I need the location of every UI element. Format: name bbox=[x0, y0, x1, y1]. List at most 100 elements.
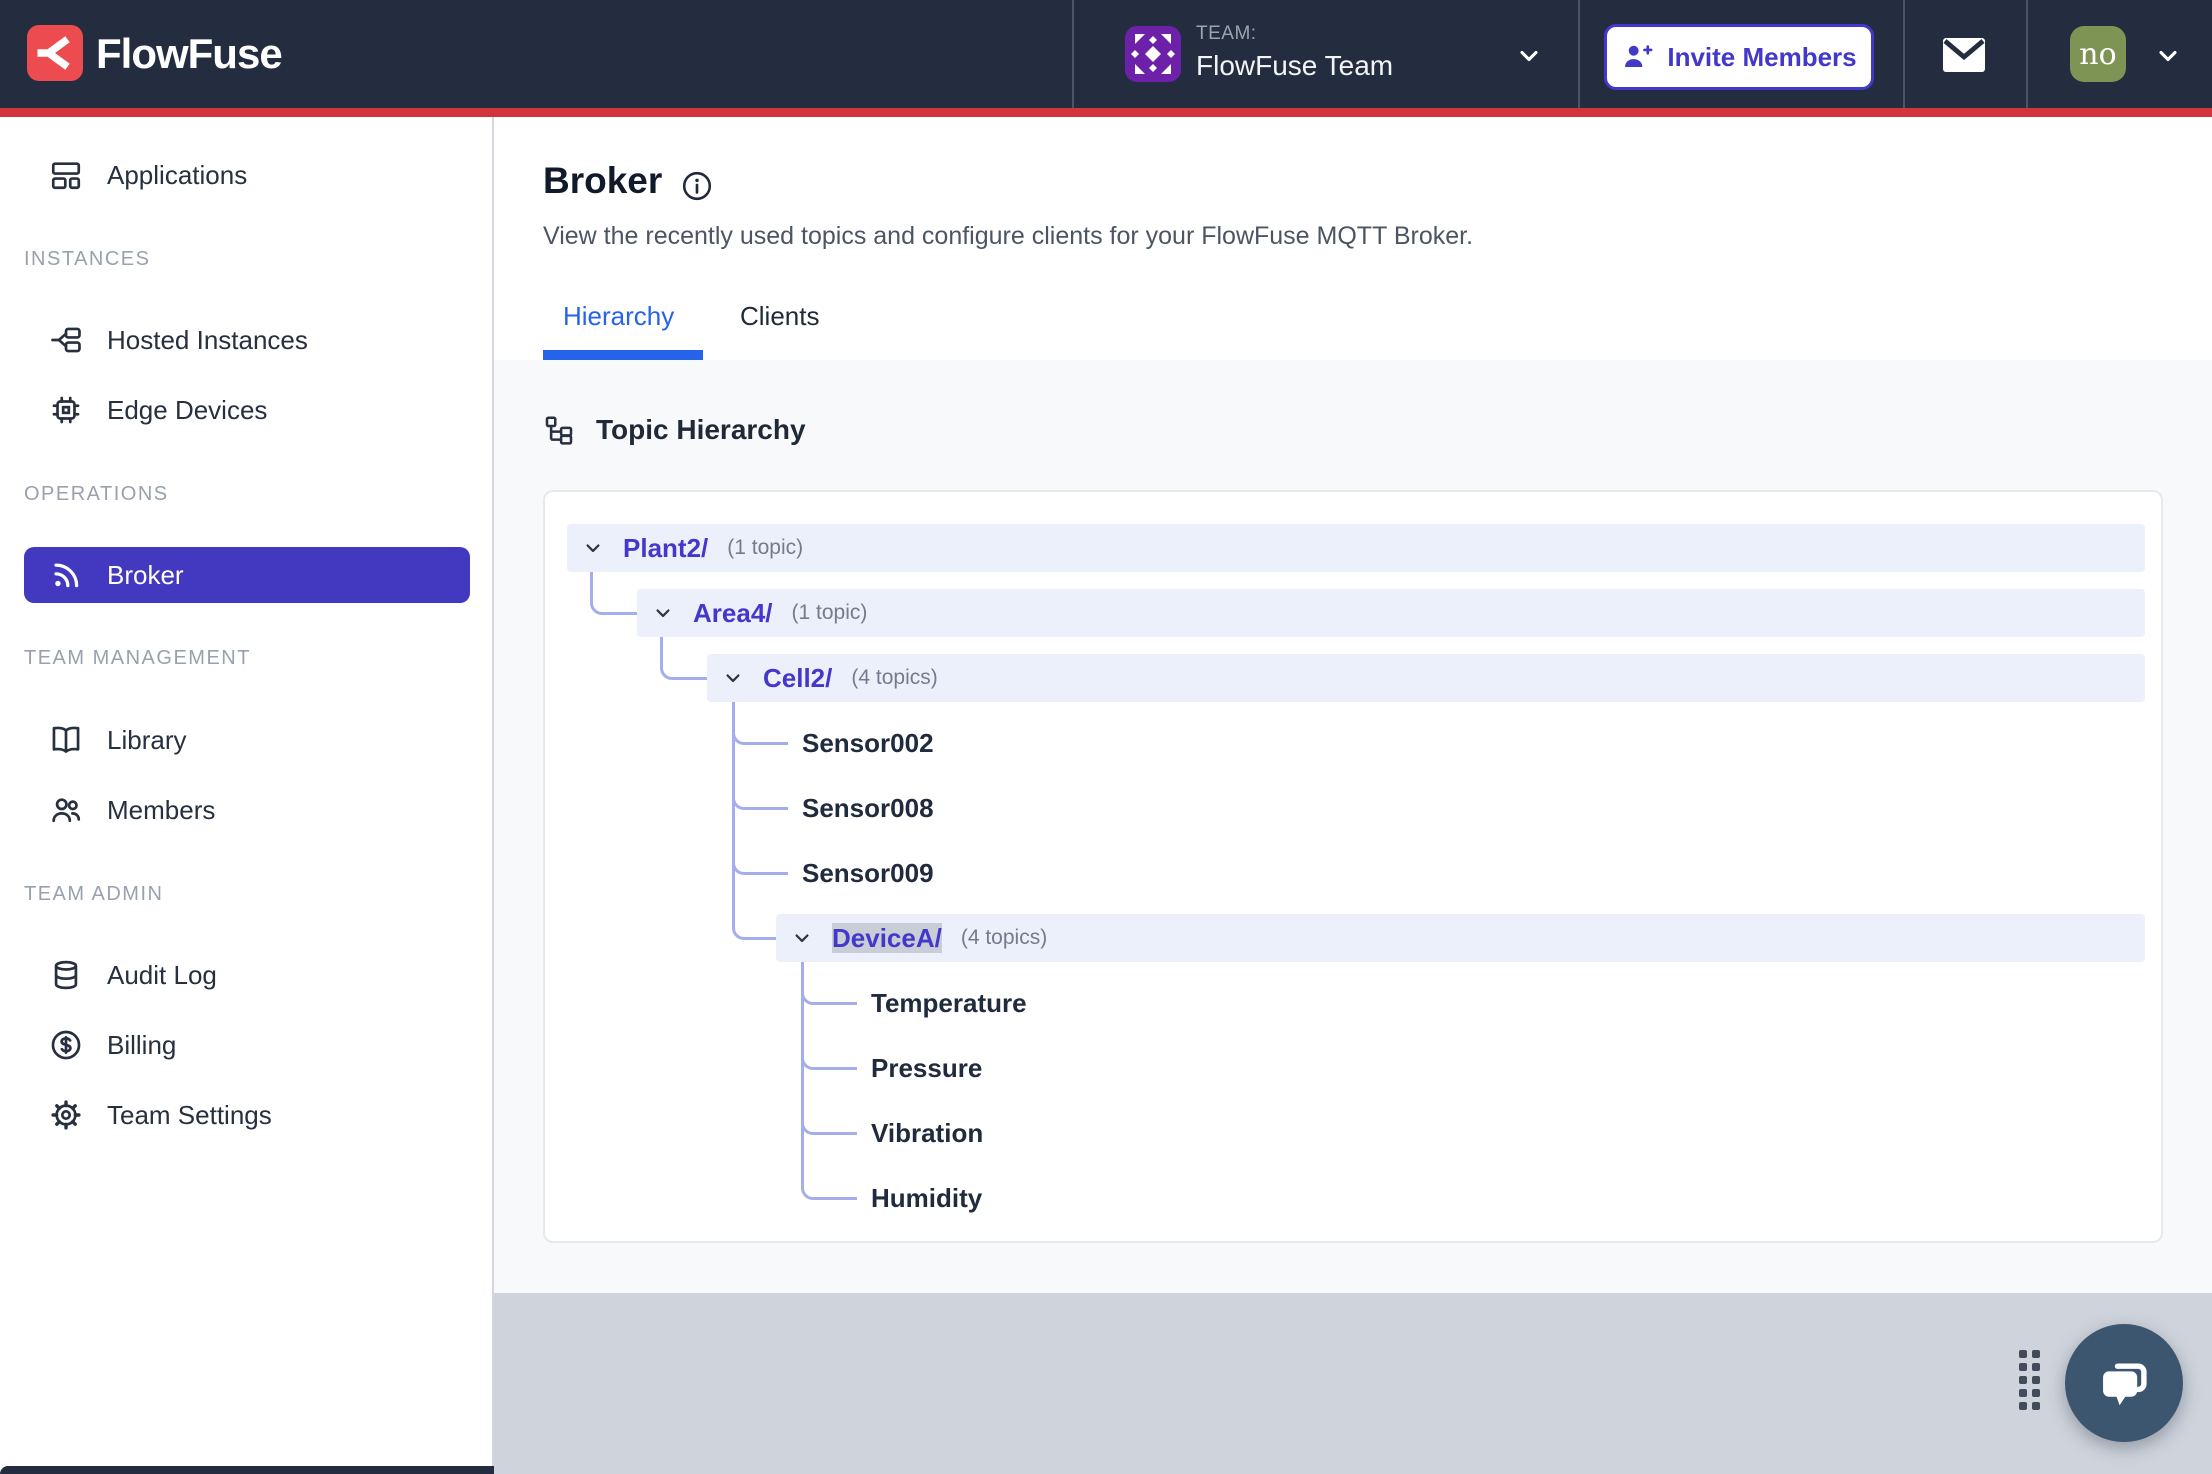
topic-name: Sensor008 bbox=[802, 792, 934, 823]
tree-connector bbox=[801, 962, 857, 1200]
panel-title: Topic Hierarchy bbox=[596, 414, 806, 445]
topic-hierarchy-card: Plant2/ (1 topic) Area4/ (1 topic) Cell2… bbox=[543, 490, 2163, 1243]
sidebar-item-label: Team Settings bbox=[107, 1099, 272, 1130]
tree-connector bbox=[660, 637, 707, 680]
topic-count: (1 topic) bbox=[791, 601, 868, 624]
tree-node-area4[interactable]: Area4/ (1 topic) bbox=[637, 589, 2145, 637]
info-icon[interactable] bbox=[681, 170, 713, 202]
user-avatar[interactable]: no bbox=[2070, 26, 2126, 82]
team-name[interactable]: FlowFuse Team bbox=[1196, 50, 1394, 81]
widget-drag-handle[interactable] bbox=[2019, 1350, 2045, 1416]
tree-node-plant2[interactable]: Plant2/ (1 topic) bbox=[567, 524, 2145, 572]
chevron-down-icon[interactable] bbox=[582, 537, 604, 559]
user-menu-chevron-down-icon[interactable] bbox=[2154, 42, 2182, 70]
invite-members-label: Invite Members bbox=[1667, 41, 1857, 72]
sidebar-section-operations: OPERATIONS bbox=[24, 483, 169, 505]
sidebar-item-label: Hosted Instances bbox=[107, 324, 308, 355]
topic-name: Sensor002 bbox=[802, 727, 934, 758]
sidebar-item-label: Library bbox=[107, 724, 187, 755]
sidebar-section-team-management: TEAM MANAGEMENT bbox=[24, 647, 251, 669]
tree-node-humidity[interactable]: Humidity bbox=[871, 1174, 982, 1222]
chevron-down-icon[interactable] bbox=[722, 667, 744, 689]
navbar-accent-line bbox=[0, 108, 2212, 117]
topic-count: (1 topic) bbox=[727, 536, 804, 559]
topic-name: Pressure bbox=[871, 1052, 983, 1083]
sidebar-item-team-settings[interactable]: Team Settings bbox=[24, 1087, 470, 1143]
chat-bubbles-icon bbox=[2103, 1363, 2147, 1406]
topic-name: DeviceA/ bbox=[832, 922, 942, 954]
page-description: View the recently used topics and config… bbox=[543, 222, 1474, 250]
sidebar-item-members[interactable]: Members bbox=[24, 782, 470, 838]
mail-icon[interactable] bbox=[1940, 36, 1988, 74]
invite-members-button[interactable]: Invite Members bbox=[1604, 24, 1874, 90]
billing-dollar-icon bbox=[48, 1027, 84, 1063]
page-bottom-background bbox=[494, 1293, 2212, 1474]
user-plus-icon bbox=[1625, 45, 1653, 67]
navbar-divider bbox=[1903, 0, 1905, 108]
topic-name: Temperature bbox=[871, 987, 1027, 1018]
team-avatar[interactable] bbox=[1125, 26, 1181, 82]
top-navbar bbox=[0, 0, 2212, 108]
sidebar-item-label: Audit Log bbox=[107, 959, 217, 990]
tree-node-sensor002[interactable]: Sensor002 bbox=[802, 719, 934, 767]
navbar-divider bbox=[1072, 0, 1074, 108]
sidebar-item-applications[interactable]: Applications bbox=[24, 147, 470, 203]
tree-node-vibration[interactable]: Vibration bbox=[871, 1109, 983, 1157]
sidebar bbox=[0, 117, 494, 1474]
broker-rss-icon bbox=[48, 557, 84, 593]
navbar-divider bbox=[1578, 0, 1580, 108]
sidebar-item-label: Members bbox=[107, 794, 216, 825]
topic-count: (4 topics) bbox=[851, 666, 938, 689]
library-book-icon bbox=[48, 722, 84, 758]
flowfuse-mark bbox=[37, 36, 70, 70]
sidebar-item-edge-devices[interactable]: Edge Devices bbox=[24, 382, 470, 438]
topic-name: Humidity bbox=[871, 1182, 983, 1213]
sidebar-section-team-admin: TEAM ADMIN bbox=[24, 883, 164, 905]
sidebar-item-audit-log[interactable]: Audit Log bbox=[24, 947, 470, 1003]
active-tab-underline bbox=[543, 350, 703, 360]
tree-connector bbox=[732, 702, 776, 940]
audit-log-database-icon bbox=[48, 957, 84, 993]
topic-name: Sensor009 bbox=[802, 857, 934, 888]
sidebar-item-broker[interactable]: Broker bbox=[24, 547, 470, 603]
members-users-icon bbox=[48, 792, 84, 828]
tree-connector bbox=[590, 572, 637, 615]
chat-widget-button[interactable] bbox=[2065, 1324, 2183, 1442]
sidebar-item-hosted-instances[interactable]: Hosted Instances bbox=[24, 312, 470, 368]
sidebar-item-label: Broker bbox=[107, 559, 184, 590]
team-label: TEAM: bbox=[1196, 23, 1257, 44]
applications-icon bbox=[48, 157, 84, 193]
flowfuse-logo-icon[interactable] bbox=[27, 25, 83, 81]
brand-name[interactable]: FlowFuse bbox=[96, 30, 283, 77]
user-avatar-initials: no bbox=[2079, 36, 2117, 72]
tab-hierarchy[interactable]: Hierarchy bbox=[563, 301, 675, 331]
navbar-divider bbox=[2026, 0, 2028, 108]
tree-node-sensor008[interactable]: Sensor008 bbox=[802, 784, 934, 832]
topic-count: (4 topics) bbox=[960, 926, 1048, 949]
team-settings-gear-icon bbox=[48, 1097, 84, 1133]
tree-node-cell2[interactable]: Cell2/ (4 topics) bbox=[707, 654, 2145, 702]
edge-devices-icon bbox=[48, 392, 84, 428]
sidebar-item-billing[interactable]: Billing bbox=[24, 1017, 470, 1073]
selected-topic-text: DeviceA/ bbox=[832, 922, 942, 953]
chevron-down-icon[interactable] bbox=[652, 602, 674, 624]
sidebar-item-label: Applications bbox=[107, 159, 248, 190]
sidebar-section-instances: INSTANCES bbox=[24, 248, 151, 270]
tree-node-temperature[interactable]: Temperature bbox=[871, 979, 1027, 1027]
hosted-instances-icon bbox=[48, 322, 84, 358]
page-title: Broker bbox=[543, 160, 663, 201]
sidebar-item-label: Edge Devices bbox=[107, 394, 268, 425]
topic-name: Cell2/ bbox=[763, 662, 833, 693]
tree-node-sensor009[interactable]: Sensor009 bbox=[802, 849, 934, 897]
topic-hierarchy-icon bbox=[545, 416, 573, 445]
topic-name: Area4/ bbox=[693, 597, 773, 628]
team-chevron-down-icon[interactable] bbox=[1515, 42, 1543, 70]
team-identicon-icon bbox=[1125, 26, 1181, 82]
chevron-down-icon[interactable] bbox=[791, 927, 813, 949]
tree-node-devicea[interactable]: DeviceA/ (4 topics) bbox=[776, 914, 2145, 962]
tab-clients[interactable]: Clients bbox=[740, 301, 820, 331]
tree-node-pressure[interactable]: Pressure bbox=[871, 1044, 982, 1092]
sidebar-item-library[interactable]: Library bbox=[24, 712, 470, 768]
sidebar-item-label: Billing bbox=[107, 1029, 177, 1060]
